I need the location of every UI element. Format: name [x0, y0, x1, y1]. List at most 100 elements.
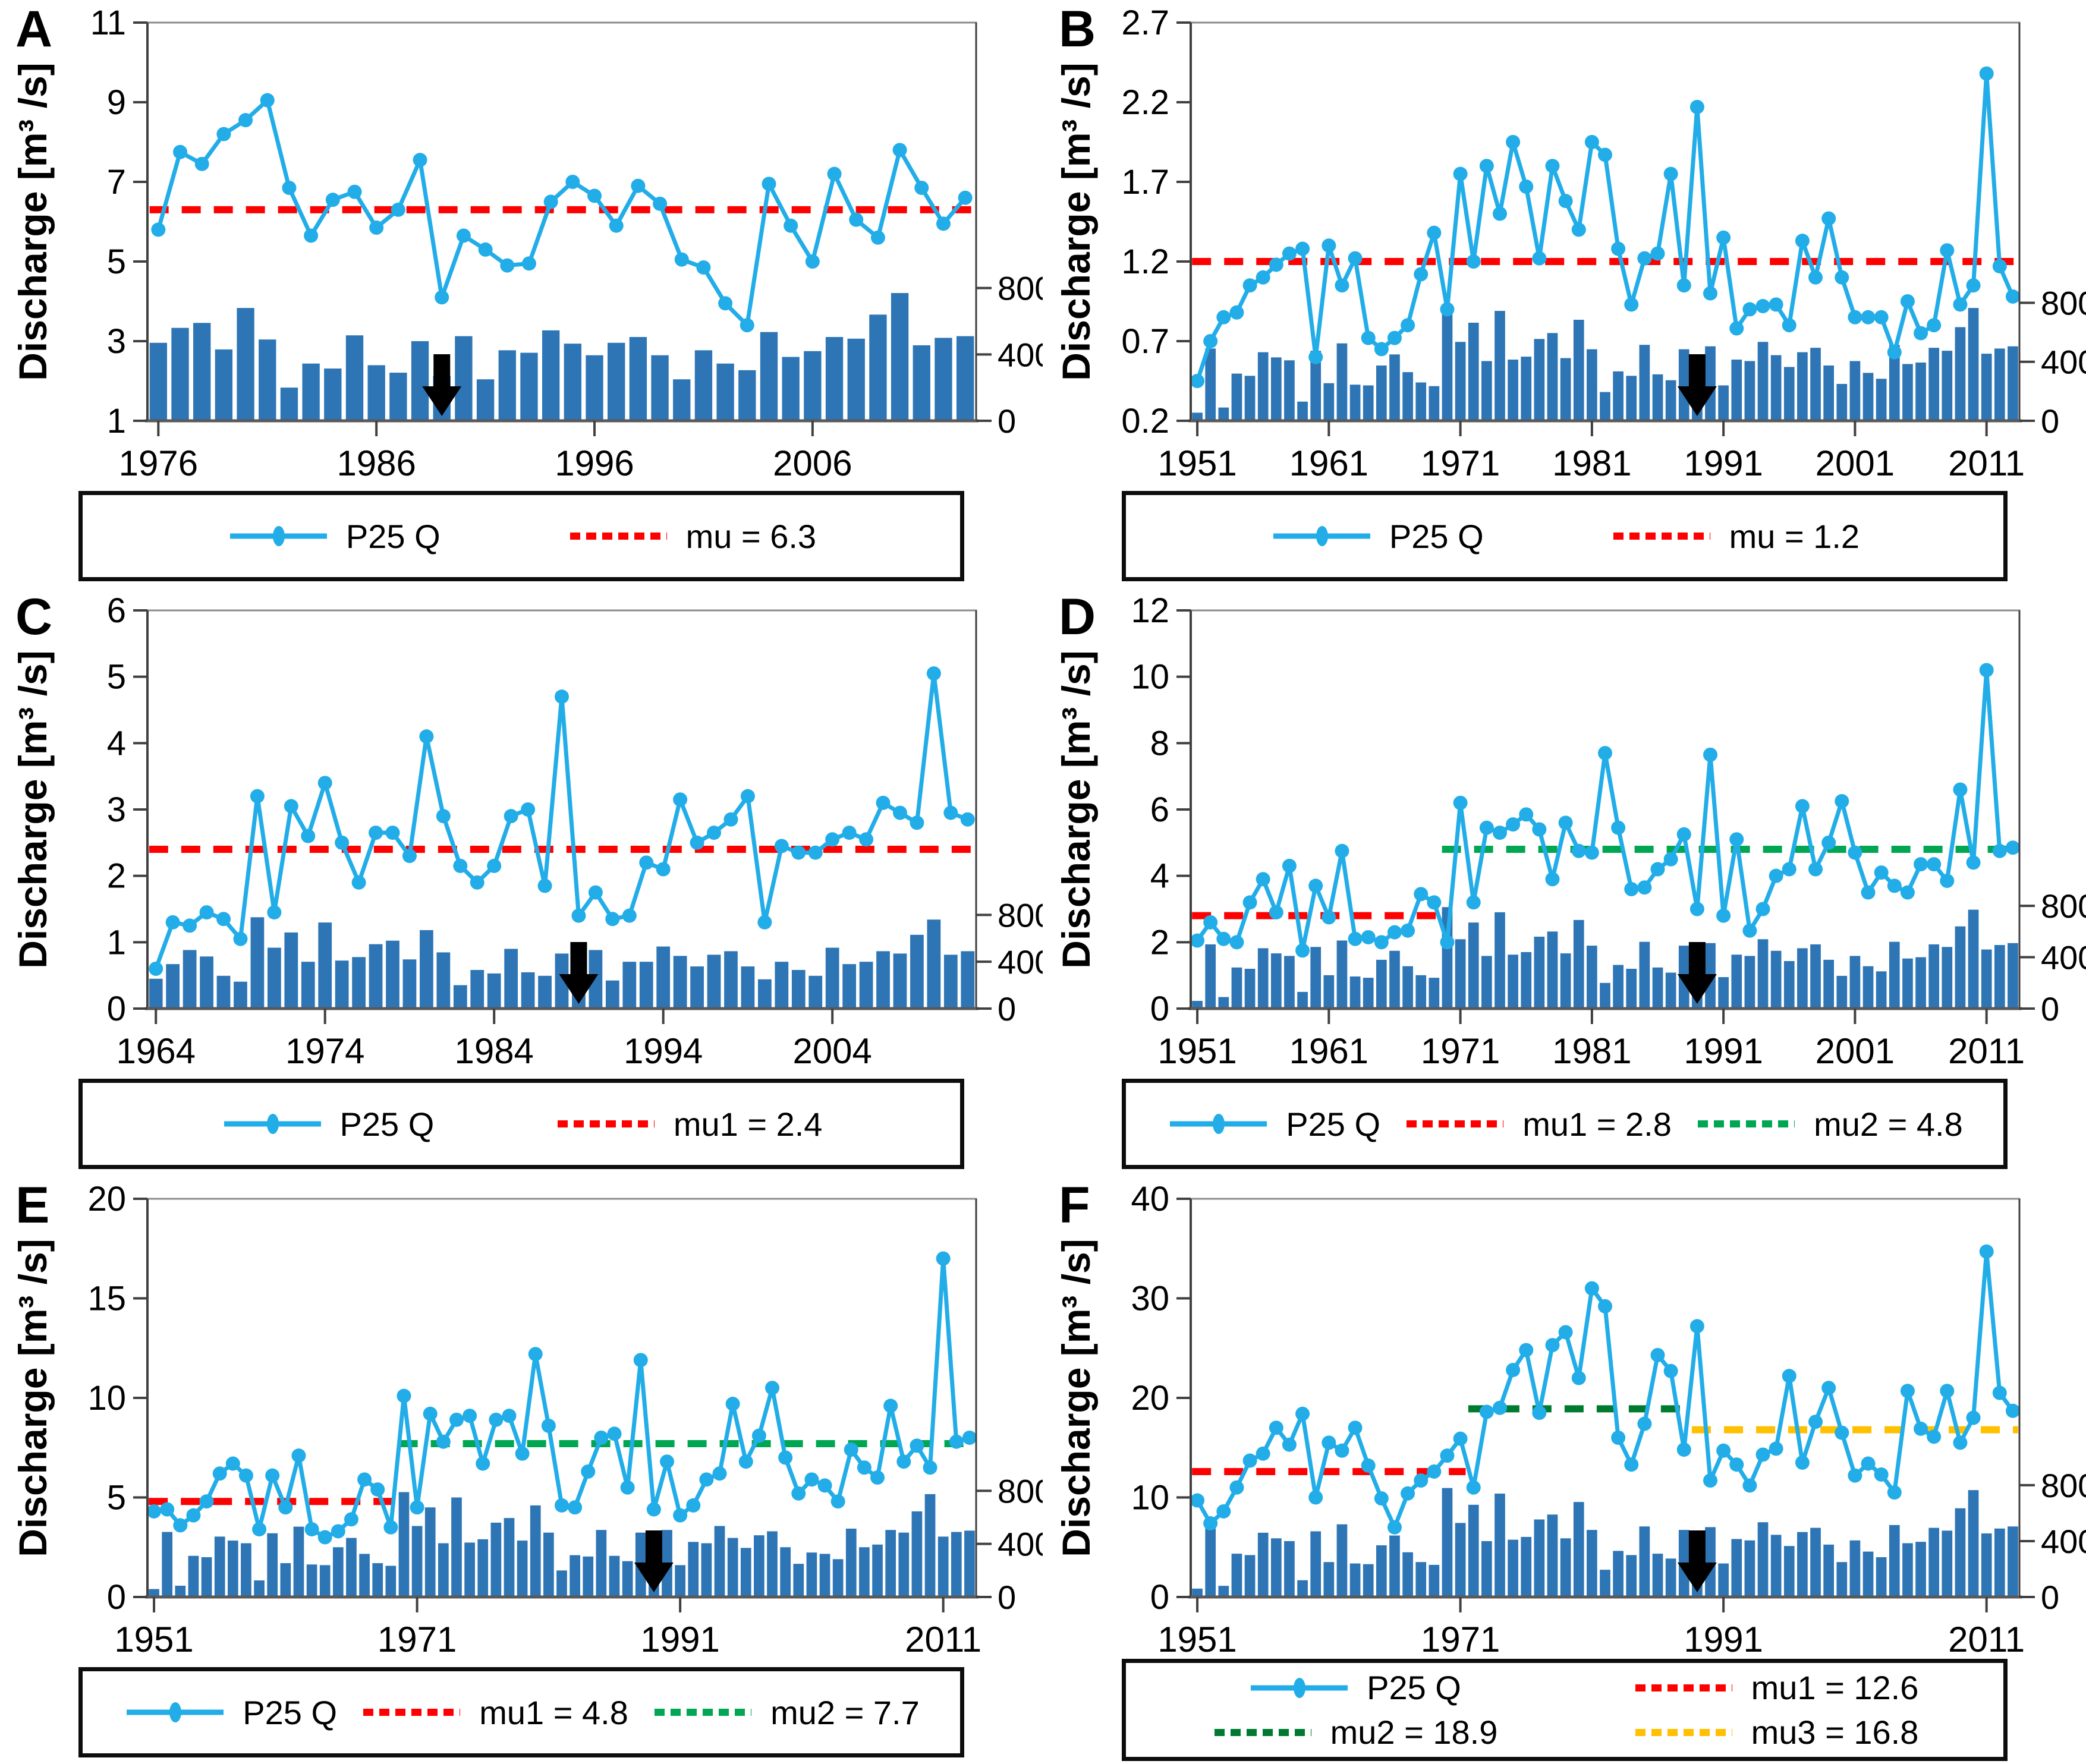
precip-bar — [1981, 1533, 1992, 1597]
discharge-marker — [410, 1500, 424, 1515]
discharge-marker — [1216, 931, 1231, 946]
legend-label: mu1 = 12.6 — [1751, 1669, 1919, 1706]
precip-bar — [1402, 1552, 1413, 1597]
precip-bar — [1652, 967, 1663, 1009]
discharge-marker — [1545, 1338, 1560, 1353]
discharge-marker — [1506, 817, 1521, 832]
discharge-marker — [1308, 878, 1323, 893]
discharge-marker — [347, 184, 362, 199]
dashed-line-swatch-icon — [557, 1120, 655, 1127]
precip-bar — [910, 934, 924, 1009]
chart-text: 1976 — [119, 443, 198, 483]
discharge-marker — [413, 153, 427, 168]
discharge-marker — [2005, 289, 2020, 304]
precip-bar — [1797, 948, 1808, 1009]
discharge-marker — [500, 258, 515, 273]
legend-item: mu = 6.3 — [567, 517, 816, 556]
discharge-marker — [958, 190, 973, 205]
discharge-marker — [1295, 241, 1310, 256]
discharge-marker — [537, 878, 552, 893]
discharge-marker — [351, 875, 366, 890]
discharge-marker — [1440, 1448, 1455, 1463]
discharge-marker — [1914, 857, 1928, 872]
precip-bar — [1994, 945, 2005, 1009]
discharge-marker — [1887, 1485, 1902, 1500]
chart-text: 1951 — [1157, 1031, 1237, 1071]
precip-bar — [1836, 383, 1848, 421]
precip-bar — [402, 959, 417, 1009]
precip-bar — [1587, 349, 1597, 421]
discharge-marker — [1729, 1457, 1744, 1472]
discharge-marker — [1624, 1457, 1639, 1472]
discharge-marker — [1532, 822, 1547, 837]
precip-bar — [1363, 385, 1374, 421]
precip-bar — [490, 1522, 502, 1597]
precip-bar — [1981, 949, 1992, 1009]
chart-text: 0.7 — [1121, 322, 1169, 361]
precip-bar — [227, 1541, 238, 1597]
discharge-marker — [1953, 1435, 1968, 1450]
precip-bar — [1521, 1536, 1532, 1597]
chart-text: 5 — [107, 242, 126, 281]
discharge-marker — [1308, 1490, 1323, 1505]
precip-bar — [586, 355, 603, 421]
discharge-line — [153, 1256, 970, 1539]
legend-label: P25 Q — [1389, 517, 1484, 555]
chart-text: 1 — [107, 923, 126, 962]
precip-bar — [1587, 1530, 1597, 1597]
discharge-marker — [751, 1428, 766, 1443]
precip-bar — [477, 1539, 489, 1597]
precip-bar — [570, 1555, 580, 1597]
precip-bar — [1323, 975, 1335, 1009]
precip-bar — [1823, 1544, 1835, 1597]
discharge-marker — [1269, 905, 1283, 920]
discharge-marker — [1440, 302, 1455, 317]
precip-bar — [1323, 383, 1335, 421]
chart-text: 800 — [998, 896, 1043, 934]
precip-bar — [842, 964, 857, 1009]
discharge-marker — [1611, 241, 1626, 256]
discharge-marker — [1650, 1347, 1665, 1362]
precip-bar — [707, 955, 721, 1009]
precip-bar — [1613, 1551, 1624, 1597]
precip-bar — [389, 373, 407, 421]
precip-bar — [1849, 1540, 1861, 1597]
legend-box: P25 Q mu1 = 2.8 mu2 = 4.8 — [1122, 1079, 2008, 1169]
discharge-marker — [1322, 1435, 1336, 1450]
line-marker-swatch-icon — [1273, 526, 1370, 546]
discharge-marker — [1387, 330, 1402, 345]
discharge-marker — [1571, 843, 1586, 858]
precip-bar — [216, 975, 231, 1009]
precip-bar — [1297, 991, 1308, 1009]
discharge-marker — [1689, 902, 1704, 916]
discharge-marker — [568, 1500, 583, 1515]
discharge-marker — [1203, 1516, 1218, 1531]
discharge-marker — [1940, 874, 1955, 889]
precip-bar — [1968, 308, 1979, 421]
chart-text: 1991 — [1684, 443, 1763, 483]
precip-bar — [859, 962, 873, 1009]
precip-bar — [149, 1589, 159, 1597]
discharge-marker — [252, 1522, 267, 1537]
precip-bar — [913, 345, 930, 421]
discharge-marker — [883, 1398, 898, 1413]
precip-bar — [1968, 909, 1979, 1009]
discharge-marker — [892, 805, 907, 820]
discharge-marker — [1887, 345, 1902, 360]
discharge-marker — [1874, 1467, 1889, 1482]
precip-bar — [608, 342, 625, 421]
chart-text: 800 — [2041, 1467, 2086, 1504]
precip-bar — [293, 1526, 304, 1597]
precip-bar — [1310, 1531, 1322, 1597]
legend-item: P25 Q — [1144, 1668, 1565, 1707]
discharge-marker — [1322, 238, 1336, 253]
precip-bar — [504, 1518, 515, 1597]
discharge-marker — [1466, 1480, 1481, 1495]
precip-bar — [1257, 1532, 1269, 1597]
discharge-marker — [453, 858, 468, 873]
precip-bar — [1455, 342, 1466, 421]
precip-bar — [808, 975, 823, 1009]
precip-bar — [1205, 348, 1216, 421]
precip-bar — [1849, 956, 1861, 1009]
precip-bar — [250, 917, 265, 1009]
